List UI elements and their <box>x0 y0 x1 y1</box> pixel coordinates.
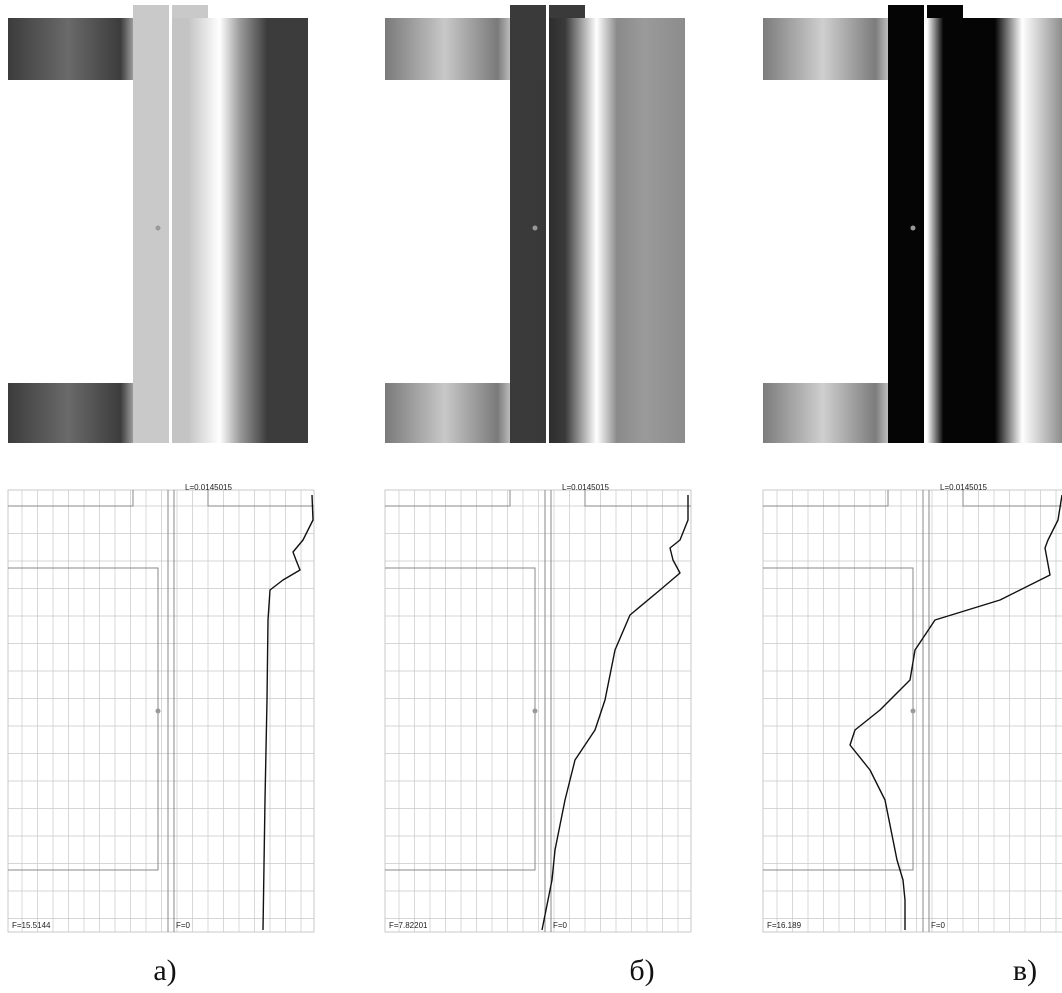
length-label: L=0.0145015 <box>185 483 232 492</box>
plot-frame <box>384 489 692 933</box>
pipe-top <box>172 5 208 18</box>
right-region <box>927 18 1062 443</box>
panel-caption: в) <box>1013 954 1037 987</box>
gap <box>924 5 927 443</box>
channel-outline <box>8 490 314 932</box>
probe <box>155 708 161 714</box>
column-inner <box>535 80 546 443</box>
panel: L=0.0145015 F=16.189 F=0 в) <box>762 5 1062 987</box>
panel: L=0.0145015 F=7.82201 F=0 б) <box>384 5 692 987</box>
gap <box>546 5 549 443</box>
plot-frame <box>7 489 315 933</box>
channel-outline <box>763 490 1062 932</box>
probe <box>532 225 538 231</box>
gap <box>169 5 172 443</box>
probe <box>910 225 916 231</box>
profile-curve <box>849 494 1062 930</box>
panel-caption: б) <box>629 954 654 987</box>
profile-curve <box>262 494 314 931</box>
channel-outline <box>385 490 691 932</box>
right-region <box>172 18 308 443</box>
f-zero-label: F=0 <box>931 921 946 930</box>
length-label: L=0.0145015 <box>562 483 609 492</box>
f-left-label: F=7.82201 <box>389 921 428 930</box>
f-zero-label: F=0 <box>553 921 568 930</box>
column-inner <box>158 80 169 443</box>
panel: L=0.0145015 F=15.5144 F=0 а) <box>7 5 315 987</box>
f-zero-label: F=0 <box>176 921 191 930</box>
column-inner <box>913 80 924 443</box>
panel-caption: а) <box>153 954 176 987</box>
probe <box>155 225 161 231</box>
f-left-label: F=16.189 <box>767 921 802 930</box>
f-left-label: F=15.5144 <box>12 921 51 930</box>
length-label: L=0.0145015 <box>940 483 987 492</box>
pipe-top <box>549 5 585 18</box>
probe <box>910 708 916 714</box>
right-region <box>549 18 685 443</box>
pipe-top <box>927 5 963 18</box>
probe <box>532 708 538 714</box>
profile-curve <box>541 495 689 931</box>
